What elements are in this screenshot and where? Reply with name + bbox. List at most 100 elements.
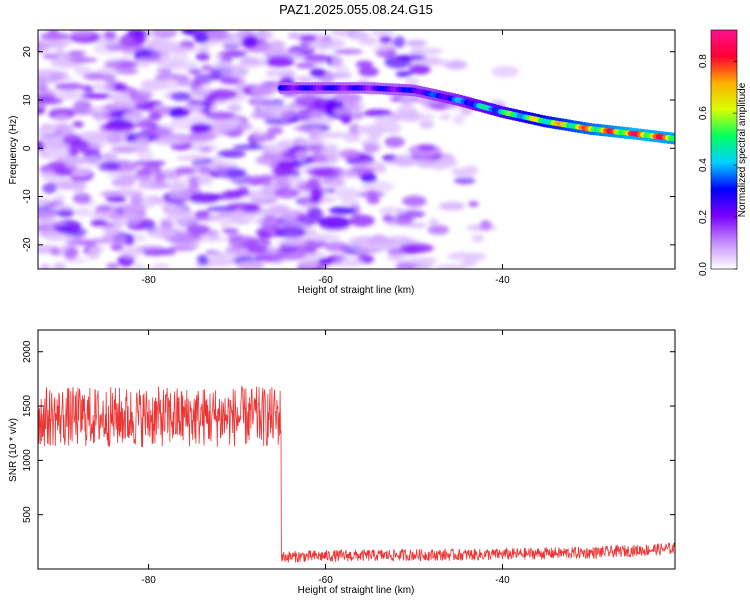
spectrogram-noise-blob [331,92,363,105]
spectrogram-noise-blob [395,261,412,269]
spectrogram-noise-blob [84,155,101,167]
spectrogram-noise-blob [385,158,419,166]
spectrogram-noise-blob [274,187,300,199]
spectrogram-noise-blob [38,220,66,227]
spectrogram-noise-blob [159,77,181,91]
spectrogram-noise-blob [195,52,210,61]
spectrogram-noise-blob [399,96,415,107]
spectrogram-noise-blob [159,133,192,144]
spectrogram-noise-blob [170,91,192,102]
spectrogram-noise-blob [387,235,412,245]
spectrogram-noise-blob [130,194,145,206]
spectrogram-noise-blob [82,85,95,93]
spectrogram-noise-blob [53,194,66,206]
spectrogram-noise-blob [416,144,436,152]
spectrogram-noise-blob [422,260,435,269]
spectrogram-noise-blob [90,219,108,227]
spectrogram-noise-blob [384,55,412,69]
spectrogram-noise-blob [280,110,295,121]
spectrogram-noise-blob [196,90,212,97]
spectrogram-noise-blob [384,136,405,148]
spectrogram-noise-blob [427,224,450,235]
colorbar-tick-label: 0.8 [698,54,709,68]
spectrogram-noise-blob [317,216,351,229]
spectrogram-noise-blob [398,111,422,122]
spectrogram-noise-blob [174,166,197,175]
spectrogram-noise-blob [251,129,265,136]
spectrogram-noise-blob [226,103,242,113]
spectrogram-noise-blob [272,165,295,177]
spectrogram-ridge-core [671,135,675,142]
spectrogram-noise-blob [197,44,210,54]
spectrogram-noise-blob [259,104,292,114]
spectrogram-noise-blob [328,206,357,215]
y-tick-label: -10 [22,189,33,204]
spectrogram-noise-blob [54,82,85,91]
spectrogram-noise-blob [349,122,360,136]
spectrogram-noise-blob [74,65,92,76]
spectrogram-noise-blob [119,33,144,47]
spectrogram-noise-blob [169,180,187,193]
spectrogram-noise-blob [38,127,57,136]
spectrogram-noise-blob [204,95,217,103]
spectrogram-noise-blob [150,30,176,35]
spectrogram-noise-blob [295,138,327,145]
spectrogram-noise-blob [408,64,431,75]
colorbar-label: Normalized spectral amplitude [737,82,748,217]
spectrogram-noise-blob [38,210,57,221]
spectrogram-noise-blob [70,57,98,63]
spectrogram-noise-blob [158,216,189,225]
spectrogram-noise-blob [384,121,402,135]
colorbar-tick-label: 0.4 [698,158,709,172]
spectrogram-noise-blob [307,207,324,220]
spectrogram-noise-blob [265,55,295,68]
spectrogram-noise-blob [128,89,154,100]
y-tick-label: 1000 [22,449,33,472]
spectrogram-noise-blob [274,226,307,239]
spectrogram-noise-blob [268,204,291,215]
spectrogram-noise-blob [132,262,145,269]
spectrogram-noise-blob [363,109,393,117]
y-tick-label: -20 [22,237,33,252]
spectrogram-noise-blob [349,214,375,227]
spectrogram-noise-blob [133,103,155,111]
spectrogram-noise-blob [463,252,487,261]
spectrogram-noise-blob [387,248,403,256]
spectrogram-noise-blob [103,30,117,40]
spectrogram-noise-blob [87,251,100,260]
spectrogram-noise-blob [259,30,274,40]
spectrogram-noise-blob [93,81,115,92]
spectrogram-noise-blob [221,227,239,234]
spectrogram-noise-blob [186,242,200,249]
spectrogram-noise-blob [69,30,94,37]
spectrogram-noise-blob [231,219,250,225]
colorbar-ticks: 0.0 0.2 0.4 0.6 0.8 [698,54,737,276]
snr-y-axis-label: SNR (10 * v/v) [8,418,19,482]
spectrogram-noise-blob [107,119,133,125]
spectrogram-noise-blob [156,67,173,74]
spectrogram-noise-blob [42,233,75,242]
spectrogram-noise-blob [170,51,189,62]
spectrogram-noise-blob [98,191,123,197]
colorbar-tick-label: 0.0 [698,262,709,276]
spectrogram-noise-blob [461,260,478,267]
y-tick-label: 1500 [22,394,33,417]
spectrogram-noise-blob [250,111,271,119]
spectrogram-noise-blob [38,198,55,205]
spectrogram-noise-blob [324,241,348,253]
spectrogram-noise-blob [378,207,406,215]
spectrogram-noise-blob [38,41,52,51]
spectrogram-noise-blob [55,208,75,218]
spectrogram-noise-blob [52,262,66,269]
spectrogram-noise-blob [160,249,177,256]
spectrogram-x-axis-label: Height of straight line (km) [298,285,415,296]
spectrogram-noise-blob [275,247,307,261]
spectrogram-noise-blob [331,55,344,69]
spectrogram-noise-blob [219,219,232,228]
spectrogram-panel: -80 -60 -40 -20 -10 0 10 20 Height of straight… [8,29,676,296]
spectrogram-noise-blob [221,49,245,56]
spectrogram-noise-blob [176,74,190,85]
spectrogram-noise-blob [309,68,326,78]
spectrogram-noise-blob [156,127,169,137]
spectrogram-noise-blob [268,40,286,53]
